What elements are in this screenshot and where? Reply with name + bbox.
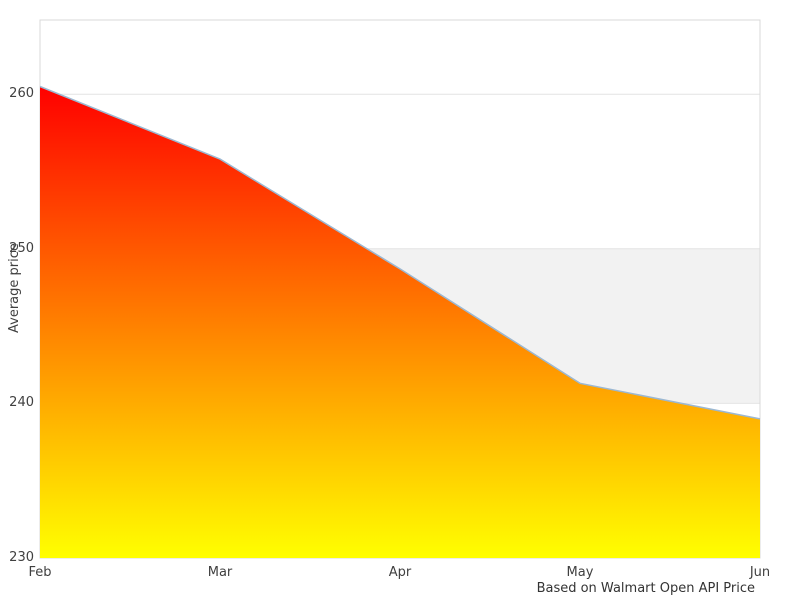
x-tick-label: Apr (388, 565, 412, 580)
chart-caption: Based on Walmart Open API Price (536, 581, 755, 596)
y-axis-title: Average price (7, 243, 22, 333)
y-tick-label: 240 (9, 395, 34, 411)
y-tick-label: 260 (9, 86, 34, 102)
x-tick-label: Mar (207, 565, 233, 580)
x-tick-label: Feb (28, 565, 52, 580)
y-tick-label: 230 (9, 550, 34, 565)
series-line (39, 85, 761, 420)
area-series (40, 86, 760, 558)
x-tick-label: May (566, 565, 594, 580)
x-tick-label: Jun (749, 565, 771, 580)
y-tick-label: 250 (9, 240, 34, 256)
